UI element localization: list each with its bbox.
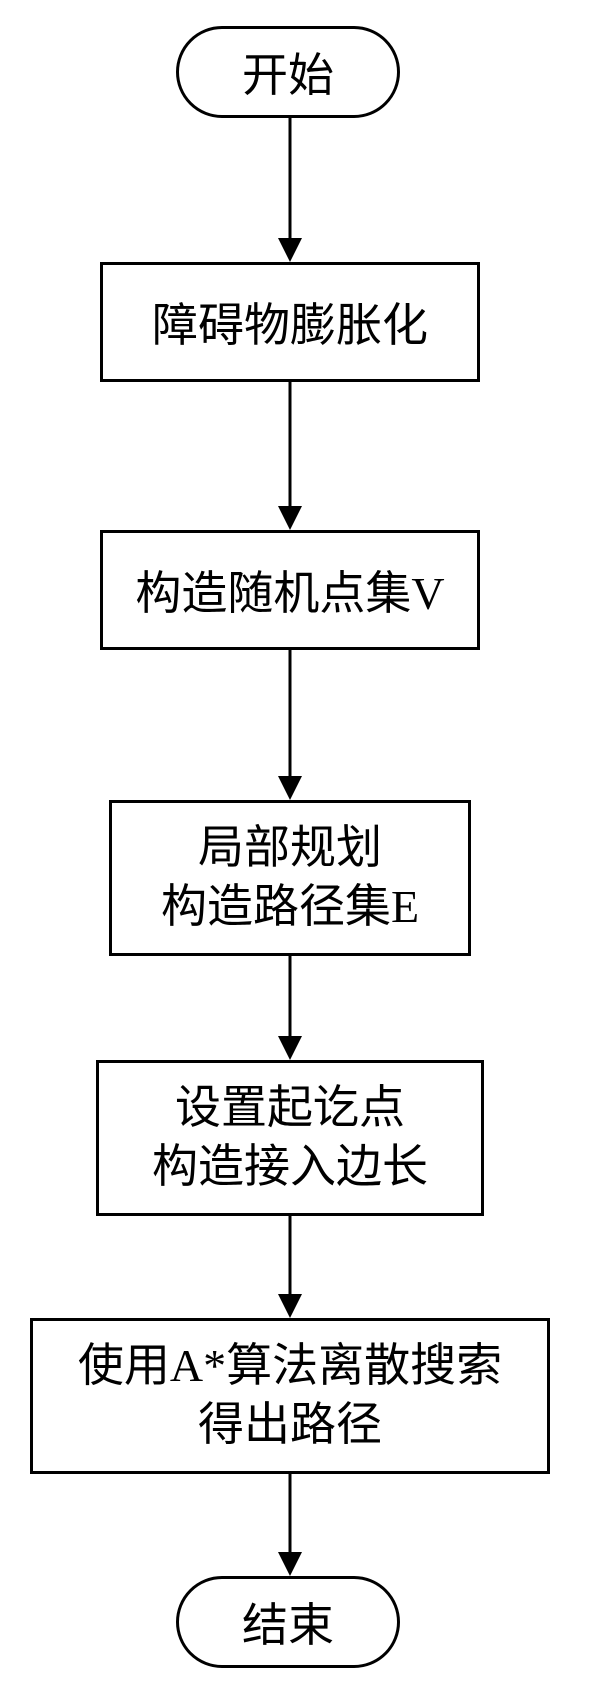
node-astar-search: 使用A*算法离散搜索 得出路径: [30, 1318, 550, 1474]
node-end: 结束: [176, 1576, 400, 1668]
node-start-end-points: 设置起讫点 构造接入边长: [96, 1060, 484, 1216]
node-n2-label: 构造随机点集V: [135, 557, 444, 623]
node-n3-label: 局部规划 构造路径集E: [161, 819, 419, 937]
node-n5-label: 使用A*算法离散搜索 得出路径: [78, 1337, 502, 1455]
node-start: 开始: [176, 26, 400, 118]
flowchart-canvas: 开始 障碍物膨胀化 构造随机点集V 局部规划 构造路径集E 设置起讫点 构造接入…: [0, 0, 598, 1693]
node-local-planning: 局部规划 构造路径集E: [109, 800, 471, 956]
node-obstacle-inflation: 障碍物膨胀化: [100, 262, 480, 382]
node-n4-label: 设置起讫点 构造接入边长: [152, 1079, 428, 1197]
node-random-point-set: 构造随机点集V: [100, 530, 480, 650]
node-end-label: 结束: [242, 1589, 334, 1655]
node-n1-label: 障碍物膨胀化: [152, 289, 428, 355]
node-start-label: 开始: [242, 39, 334, 105]
